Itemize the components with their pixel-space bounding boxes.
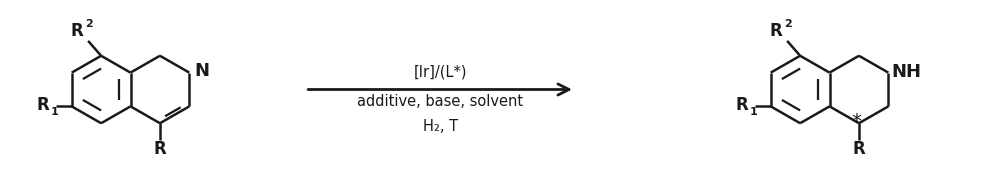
Text: 1: 1 [749, 107, 757, 117]
Text: R: R [735, 96, 748, 114]
Text: 2: 2 [85, 18, 93, 28]
Text: R: R [154, 140, 166, 158]
Text: NH: NH [891, 63, 921, 81]
Text: R: R [71, 22, 84, 40]
Text: *: * [851, 112, 861, 131]
Text: R: R [853, 140, 865, 158]
Text: [Ir]/(L*): [Ir]/(L*) [413, 65, 467, 80]
Text: N: N [195, 62, 210, 80]
Text: 1: 1 [50, 107, 58, 117]
Text: R: R [770, 22, 783, 40]
Text: additive, base, solvent: additive, base, solvent [357, 94, 523, 109]
Text: 2: 2 [784, 18, 792, 28]
Text: R: R [36, 96, 49, 114]
Text: H₂, T: H₂, T [423, 119, 458, 134]
